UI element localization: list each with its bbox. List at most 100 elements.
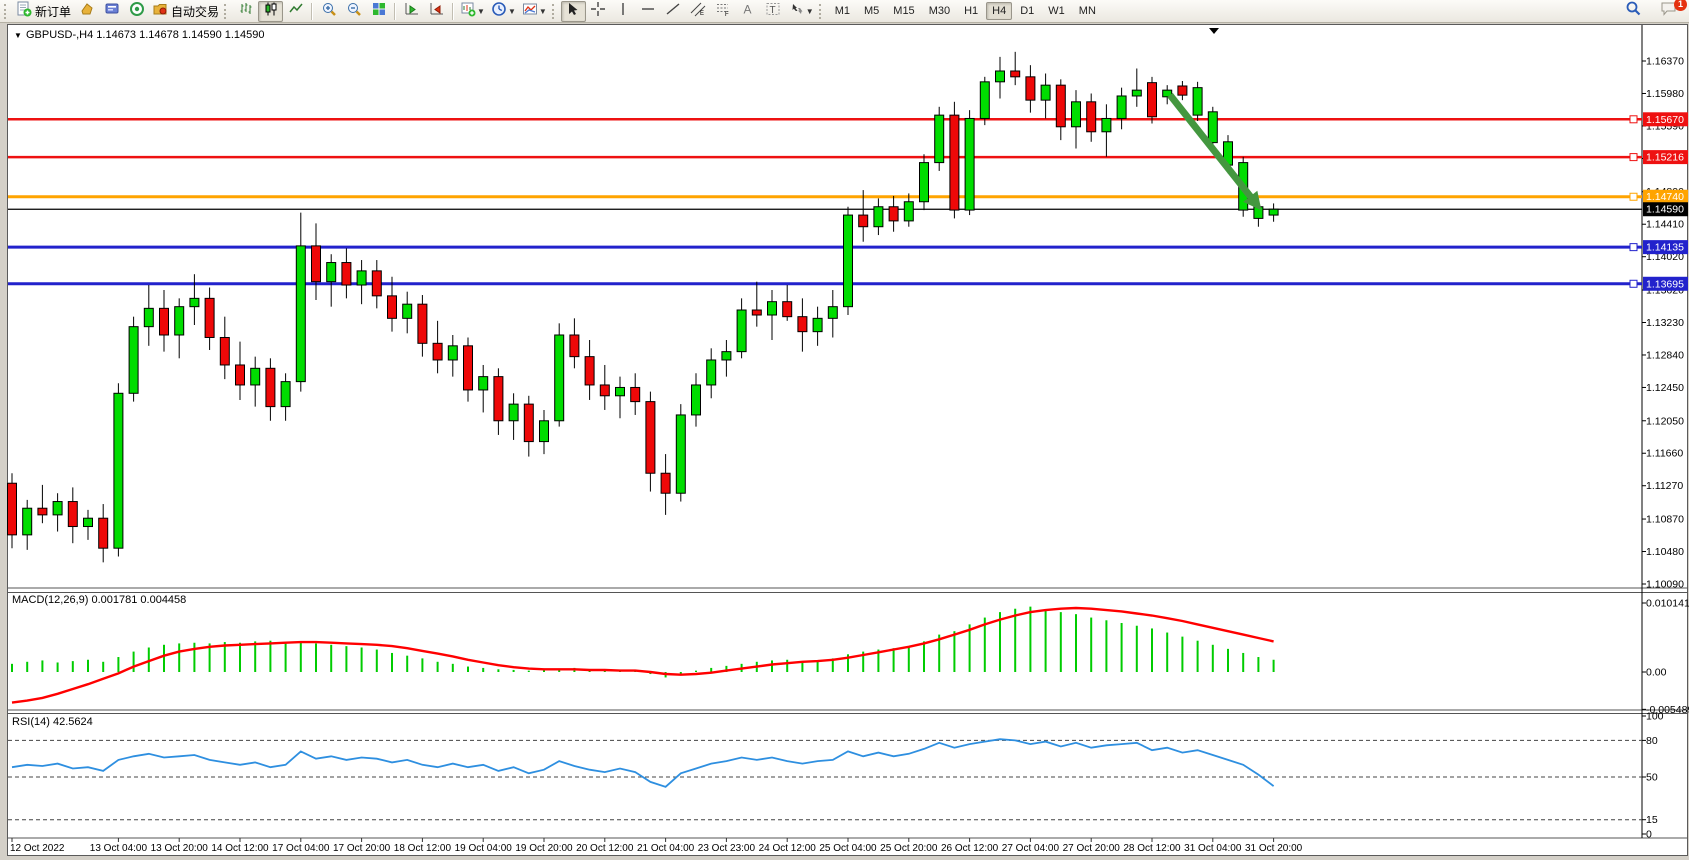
candle-body [949, 114, 960, 211]
horizontal-line-icon [640, 1, 656, 22]
level-price-badge-label: 1.15670 [1646, 114, 1684, 126]
price-tick-label: 1.12450 [1646, 382, 1684, 394]
tile-windows-button[interactable] [366, 1, 391, 22]
svg-text:E: E [700, 11, 704, 17]
time-axis-label: 25 Oct 04:00 [819, 843, 877, 854]
timeframe-button-mn[interactable]: MN [1078, 5, 1096, 17]
price-tick-label: 1.10870 [1646, 514, 1684, 526]
chart-title-arrow-icon: ▼ [14, 31, 22, 40]
toolbar-grip [224, 3, 231, 19]
level-lines[interactable] [8, 115, 1642, 288]
candlestick-button[interactable] [258, 0, 284, 22]
fibonacci-icon: F [715, 1, 731, 22]
timeframe-button-h1[interactable]: H1 [964, 5, 979, 17]
channel-tool-button[interactable]: E [686, 1, 711, 22]
candle-body [341, 262, 352, 286]
arrows-icon [789, 1, 805, 22]
horizontal-line-tool-button[interactable] [636, 1, 661, 22]
chart-window-frame [7, 24, 1688, 856]
macd-pane: 0.010141 0.00 -0.005489 MACD(12,26,9) 0.001… [11, 594, 1689, 716]
price-tick-label: 1.11660 [1646, 448, 1683, 460]
price-tick-label: 1.13230 [1646, 317, 1684, 329]
bar-chart-icon [238, 1, 254, 22]
search-button[interactable] [1621, 1, 1646, 22]
level-line-handle [1629, 153, 1638, 162]
trend-arrow[interactable] [1167, 92, 1262, 211]
chart-shift-button[interactable] [424, 1, 449, 22]
candle-body [797, 316, 808, 333]
toolbar-separator [311, 2, 314, 20]
candle-body [964, 117, 975, 211]
arrows-tool-button[interactable]: ▼ [786, 1, 817, 22]
price-tick-label: 1.11270 [1646, 480, 1683, 492]
candle-body [539, 420, 549, 443]
chart-canvas[interactable]: 1.163701.159801.155901.152001.148001.144… [0, 23, 1689, 860]
level-price-badge [1643, 189, 1688, 204]
bar-chart-button[interactable] [233, 1, 258, 22]
zoom-out-button[interactable] [341, 1, 366, 22]
terminal-icon [104, 1, 120, 22]
periods-button[interactable]: ▼ [488, 1, 519, 22]
text-label-tool-button[interactable]: T [761, 1, 786, 22]
rsi-axis-label: 100 [1646, 711, 1664, 723]
autotrade-icon [152, 1, 168, 22]
timeframe-button-m30[interactable]: M30 [928, 5, 951, 17]
timeframe-button-m5[interactable]: M5 [864, 5, 880, 17]
market-watch-button[interactable] [74, 1, 99, 22]
candle-body [827, 306, 838, 319]
timeframe-button-m1[interactable]: M1 [834, 5, 850, 17]
line-chart-button[interactable] [283, 1, 308, 22]
timeframe-button-h4[interactable]: H4 [986, 2, 1013, 20]
notifications-button[interactable]: 1 [1656, 0, 1687, 22]
candle-body [98, 517, 109, 549]
candle-body [554, 334, 565, 422]
autotrade-button[interactable]: 自动交易 [149, 1, 222, 22]
trendline-tool-button[interactable] [661, 1, 686, 22]
toolbar-right: 1 [1621, 0, 1687, 22]
terminal-button[interactable] [99, 1, 124, 22]
candle-body [812, 317, 823, 333]
time-axis-label: 17 Oct 20:00 [333, 843, 391, 854]
timeframe-button-w1[interactable]: W1 [1048, 5, 1065, 17]
candle-body [52, 501, 63, 516]
svg-text:T: T [770, 5, 776, 16]
vertical-line-tool-button[interactable] [611, 1, 636, 22]
templates-button[interactable]: ▼ [519, 1, 550, 22]
zoom-in-button[interactable] [316, 1, 341, 22]
timeframe-button-m15[interactable]: M15 [893, 5, 915, 17]
level-price-badge-label: 1.14135 [1646, 242, 1684, 254]
candle-body [721, 351, 732, 361]
cursor-tool-button[interactable] [560, 0, 586, 22]
new-order-icon [16, 1, 32, 22]
new-chart-button[interactable]: ▼ [457, 1, 488, 22]
toolbar-grip [818, 3, 826, 19]
toolbar-grip [4, 3, 11, 19]
fibonacci-tool-button[interactable]: F [711, 1, 736, 22]
crosshair-tool-button[interactable] [586, 1, 611, 22]
price-tick-label: 1.12840 [1646, 349, 1684, 361]
candle-body [235, 364, 245, 386]
tile-windows-icon [371, 1, 387, 22]
equidistant-channel-icon: E [690, 1, 706, 22]
navigator-button[interactable] [124, 1, 149, 22]
chart-shift-icon [429, 1, 445, 22]
chart-shift-marker[interactable] [1209, 28, 1219, 34]
dropdown-arrow-icon: ▼ [805, 6, 814, 16]
time-axis-label: 21 Oct 04:00 [637, 843, 695, 854]
text-tool-button[interactable]: A [736, 1, 761, 22]
candle-body [569, 334, 580, 358]
candle-body [1192, 87, 1203, 116]
rsi-pane: 100 80 50 15 0 RSI(14) 42.5624 [8, 711, 1664, 841]
timeframe-button-d1[interactable]: D1 [1020, 5, 1035, 17]
candlestick-icon [263, 1, 279, 22]
new-order-button[interactable]: 新订单 [13, 1, 74, 22]
time-axis-label: 19 Oct 20:00 [515, 843, 573, 854]
candle-body [1268, 208, 1279, 216]
price-tick-label: 1.10480 [1646, 546, 1684, 558]
candle-body [402, 303, 413, 319]
svg-text:A: A [744, 2, 752, 16]
candle-body [1055, 84, 1066, 128]
rsi-axis-label: 15 [1646, 814, 1658, 826]
chart-area[interactable]: 1.163701.159801.155901.152001.148001.144… [0, 23, 1689, 860]
auto-scroll-button[interactable] [399, 1, 424, 22]
